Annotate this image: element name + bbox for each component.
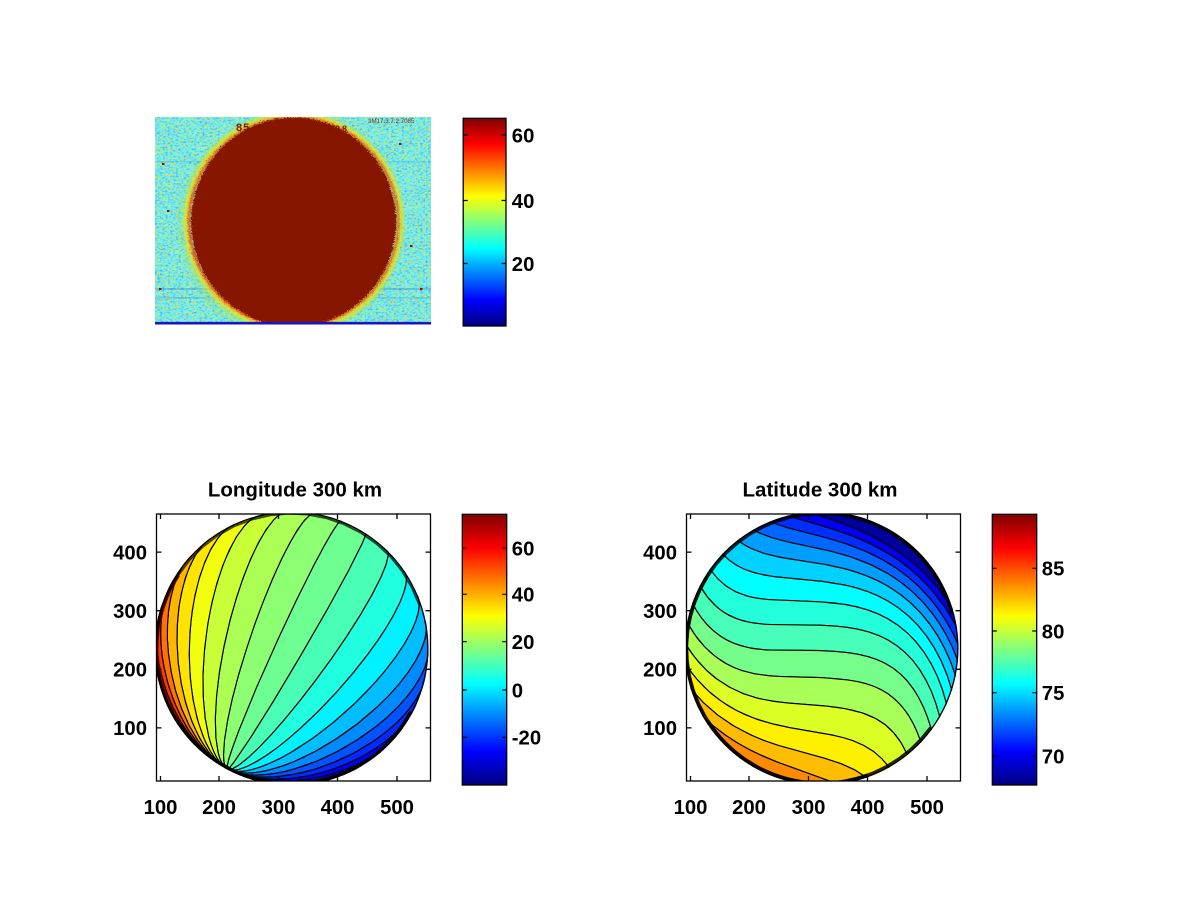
svg-text:400: 400 xyxy=(321,797,355,819)
svg-text:898: 898 xyxy=(328,124,349,134)
svg-text:200: 200 xyxy=(202,797,236,819)
svg-text:20: 20 xyxy=(512,254,535,276)
svg-text:100: 100 xyxy=(674,797,708,819)
svg-text:40: 40 xyxy=(512,191,535,213)
svg-text:70: 70 xyxy=(1042,746,1065,768)
svg-text:85: 85 xyxy=(236,122,250,134)
svg-text:85: 85 xyxy=(1042,559,1065,581)
svg-text:400: 400 xyxy=(643,542,677,564)
svg-text:400: 400 xyxy=(851,797,885,819)
svg-text:60: 60 xyxy=(512,539,535,561)
svg-text:60: 60 xyxy=(512,125,535,147)
svg-text:200: 200 xyxy=(643,660,677,682)
svg-text:100: 100 xyxy=(113,718,147,740)
svg-text:200: 200 xyxy=(732,797,766,819)
svg-text:400: 400 xyxy=(113,542,147,564)
svg-text:3M17.3.7.2.7085: 3M17.3.7.2.7085 xyxy=(368,118,415,125)
svg-text:40: 40 xyxy=(512,585,535,607)
svg-text:300: 300 xyxy=(113,601,147,623)
svg-text:75: 75 xyxy=(1042,683,1065,705)
svg-text:500: 500 xyxy=(910,797,944,819)
svg-text:-20: -20 xyxy=(512,728,541,750)
svg-text:20: 20 xyxy=(512,632,535,654)
svg-text:80: 80 xyxy=(1042,621,1065,643)
svg-text:Longitude 300 km: Longitude 300 km xyxy=(208,478,382,501)
svg-text:300: 300 xyxy=(262,797,296,819)
svg-text:200: 200 xyxy=(113,660,147,682)
svg-text:100: 100 xyxy=(643,718,677,740)
svg-text:500: 500 xyxy=(380,797,414,819)
svg-text:0: 0 xyxy=(512,680,523,702)
svg-text:300: 300 xyxy=(792,797,826,819)
svg-text:300: 300 xyxy=(643,601,677,623)
svg-text:Latitude 300 km: Latitude 300 km xyxy=(743,478,898,501)
svg-text:100: 100 xyxy=(144,797,178,819)
